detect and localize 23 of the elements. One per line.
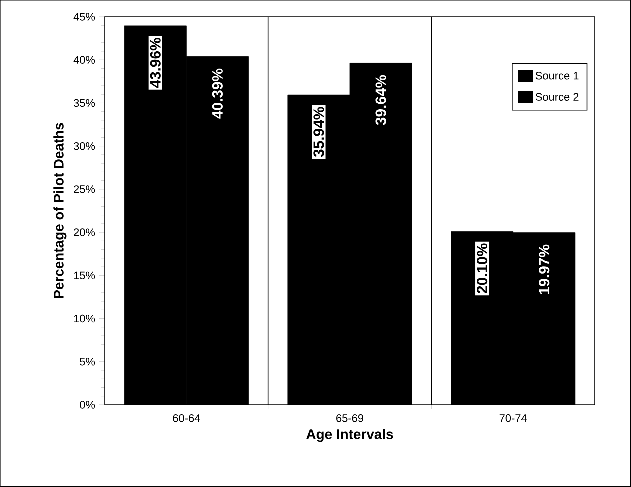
y-tick-label: 25% — [74, 186, 96, 194]
data-label: 43.96% — [150, 38, 161, 88]
y-tick-label: 15% — [74, 272, 96, 280]
y-tick-label: 5% — [80, 358, 96, 366]
data-label: 20.10% — [477, 244, 488, 294]
y-tick-label: 20% — [74, 228, 96, 236]
x-tick-label: 65-69 — [336, 414, 364, 422]
data-label: 19.97% — [539, 244, 550, 294]
y-tick-label: 10% — [74, 314, 96, 323]
y-tick-label: 0% — [80, 401, 96, 409]
y-tick-label: 45% — [74, 13, 96, 21]
y-tick-label: 35% — [74, 99, 96, 108]
y-tick-label: 40% — [74, 56, 96, 64]
legend-label: Source 1 — [536, 72, 579, 80]
x-tick-label: 60-64 — [173, 414, 200, 422]
data-label: 40.39% — [212, 68, 224, 119]
x-tick-label: 70-74 — [500, 414, 528, 422]
y-axis-title: Percentage of Pilot Deaths — [54, 123, 67, 298]
x-axis-title: Age Intervals — [306, 429, 394, 442]
y-tick-label: 30% — [74, 142, 96, 150]
legend-label: Source 2 — [536, 93, 579, 101]
data-label: 35.94% — [314, 107, 324, 158]
data-label: 39.64% — [376, 75, 386, 126]
